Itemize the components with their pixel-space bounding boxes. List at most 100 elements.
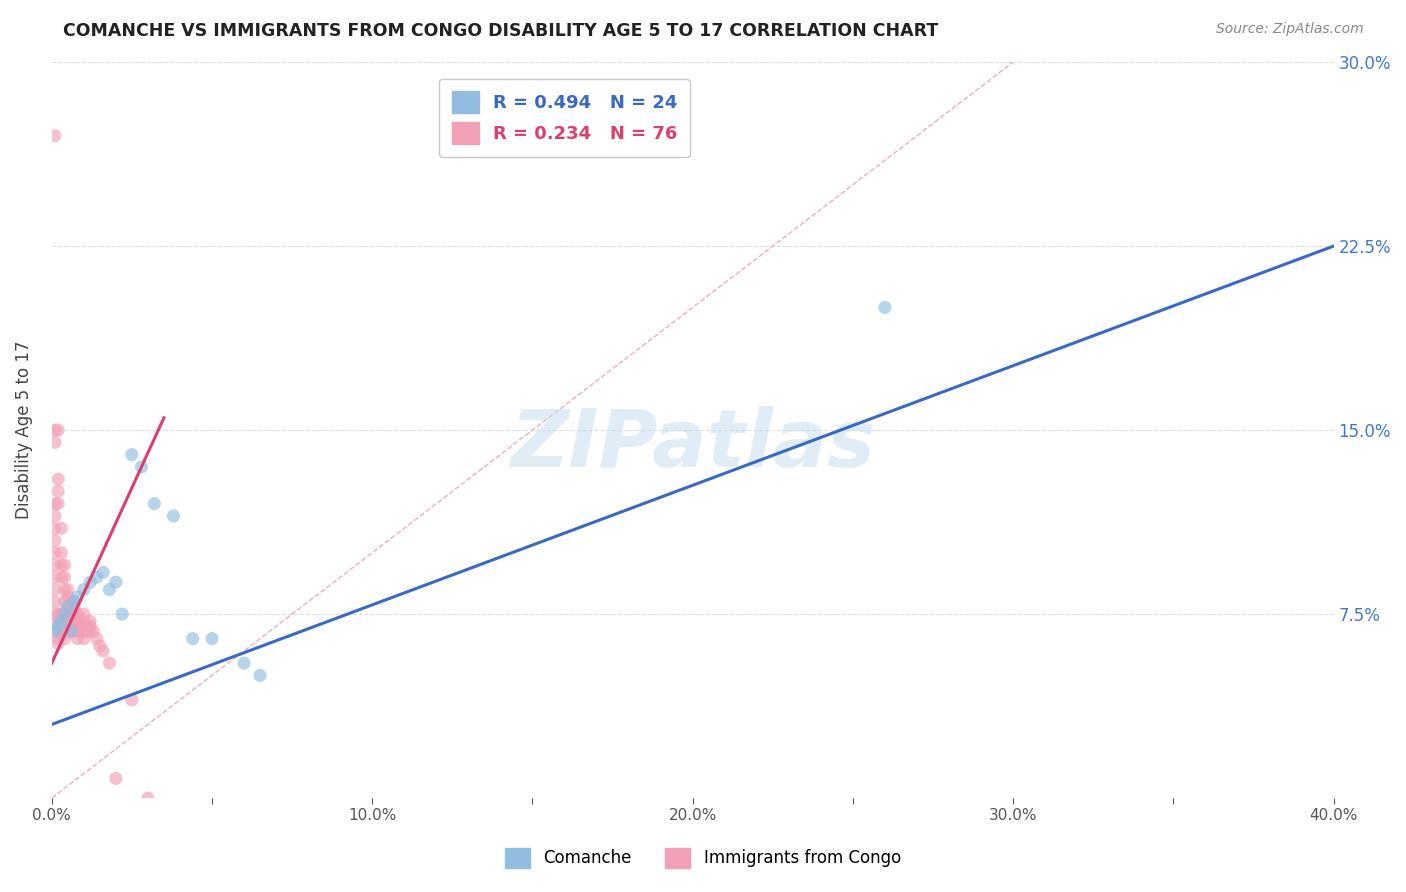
Point bbox=[44, 595, 66, 609]
Point bbox=[73, 632, 96, 646]
Point bbox=[73, 615, 96, 629]
Point bbox=[69, 624, 91, 639]
Point bbox=[98, 582, 121, 597]
Point bbox=[53, 570, 76, 584]
Text: Source: ZipAtlas.com: Source: ZipAtlas.com bbox=[1216, 22, 1364, 37]
Point bbox=[46, 619, 69, 633]
Point bbox=[69, 615, 91, 629]
Point bbox=[131, 459, 153, 474]
Point bbox=[233, 656, 256, 670]
Point bbox=[53, 582, 76, 597]
Point bbox=[56, 607, 79, 621]
Point bbox=[76, 624, 98, 639]
Point bbox=[69, 619, 91, 633]
Point bbox=[51, 521, 73, 535]
Point bbox=[53, 632, 76, 646]
Point bbox=[44, 582, 66, 597]
Point bbox=[44, 497, 66, 511]
Point bbox=[59, 615, 82, 629]
Point bbox=[111, 607, 134, 621]
Point bbox=[89, 639, 111, 653]
Point bbox=[76, 619, 98, 633]
Point bbox=[56, 599, 79, 614]
Point bbox=[181, 632, 204, 646]
Point bbox=[51, 607, 73, 621]
Point bbox=[63, 607, 86, 621]
Point bbox=[73, 607, 96, 621]
Point bbox=[143, 497, 166, 511]
Point bbox=[66, 632, 89, 646]
Point bbox=[51, 558, 73, 572]
Point bbox=[86, 632, 108, 646]
Point bbox=[53, 558, 76, 572]
Point bbox=[201, 632, 224, 646]
Point bbox=[63, 599, 86, 614]
Y-axis label: Disability Age 5 to 17: Disability Age 5 to 17 bbox=[15, 341, 32, 519]
Point bbox=[59, 595, 82, 609]
Point bbox=[66, 624, 89, 639]
Point bbox=[63, 595, 86, 609]
Text: ZIPatlas: ZIPatlas bbox=[510, 406, 875, 483]
Point bbox=[59, 599, 82, 614]
Point bbox=[53, 615, 76, 629]
Text: COMANCHE VS IMMIGRANTS FROM CONGO DISABILITY AGE 5 TO 17 CORRELATION CHART: COMANCHE VS IMMIGRANTS FROM CONGO DISABI… bbox=[63, 22, 939, 40]
Point bbox=[79, 619, 101, 633]
Point bbox=[44, 423, 66, 437]
Point bbox=[46, 607, 69, 621]
Point bbox=[91, 566, 114, 580]
Point bbox=[63, 615, 86, 629]
Point bbox=[51, 546, 73, 560]
Point bbox=[56, 599, 79, 614]
Point bbox=[98, 656, 121, 670]
Legend: Comanche, Immigrants from Congo: Comanche, Immigrants from Congo bbox=[499, 841, 907, 875]
Point bbox=[86, 570, 108, 584]
Point bbox=[82, 624, 104, 639]
Point bbox=[104, 772, 127, 786]
Point bbox=[44, 570, 66, 584]
Point bbox=[66, 619, 89, 633]
Point bbox=[79, 624, 101, 639]
Point bbox=[79, 615, 101, 629]
Point bbox=[46, 619, 69, 633]
Point bbox=[44, 508, 66, 523]
Point bbox=[79, 575, 101, 590]
Point bbox=[44, 558, 66, 572]
Point bbox=[44, 128, 66, 143]
Point bbox=[44, 607, 66, 621]
Legend: R = 0.494   N = 24, R = 0.234   N = 76: R = 0.494 N = 24, R = 0.234 N = 76 bbox=[439, 78, 690, 157]
Point bbox=[56, 582, 79, 597]
Point bbox=[46, 472, 69, 486]
Point bbox=[59, 624, 82, 639]
Point bbox=[53, 607, 76, 621]
Point bbox=[46, 636, 69, 650]
Point bbox=[51, 619, 73, 633]
Point bbox=[51, 570, 73, 584]
Point bbox=[91, 644, 114, 658]
Point bbox=[46, 423, 69, 437]
Point bbox=[121, 448, 143, 462]
Point bbox=[44, 624, 66, 639]
Point bbox=[104, 575, 127, 590]
Point bbox=[136, 791, 159, 805]
Point bbox=[63, 624, 86, 639]
Point bbox=[44, 533, 66, 548]
Point bbox=[73, 624, 96, 639]
Point bbox=[46, 615, 69, 629]
Point bbox=[249, 668, 271, 682]
Point bbox=[73, 582, 96, 597]
Point bbox=[46, 632, 69, 646]
Point bbox=[53, 607, 76, 621]
Point bbox=[46, 497, 69, 511]
Point bbox=[53, 624, 76, 639]
Point bbox=[44, 546, 66, 560]
Point bbox=[873, 301, 896, 315]
Point bbox=[51, 624, 73, 639]
Point bbox=[53, 595, 76, 609]
Point bbox=[44, 435, 66, 450]
Point bbox=[46, 484, 69, 499]
Point bbox=[59, 607, 82, 621]
Point bbox=[66, 607, 89, 621]
Point bbox=[59, 624, 82, 639]
Point bbox=[46, 624, 69, 639]
Point bbox=[44, 521, 66, 535]
